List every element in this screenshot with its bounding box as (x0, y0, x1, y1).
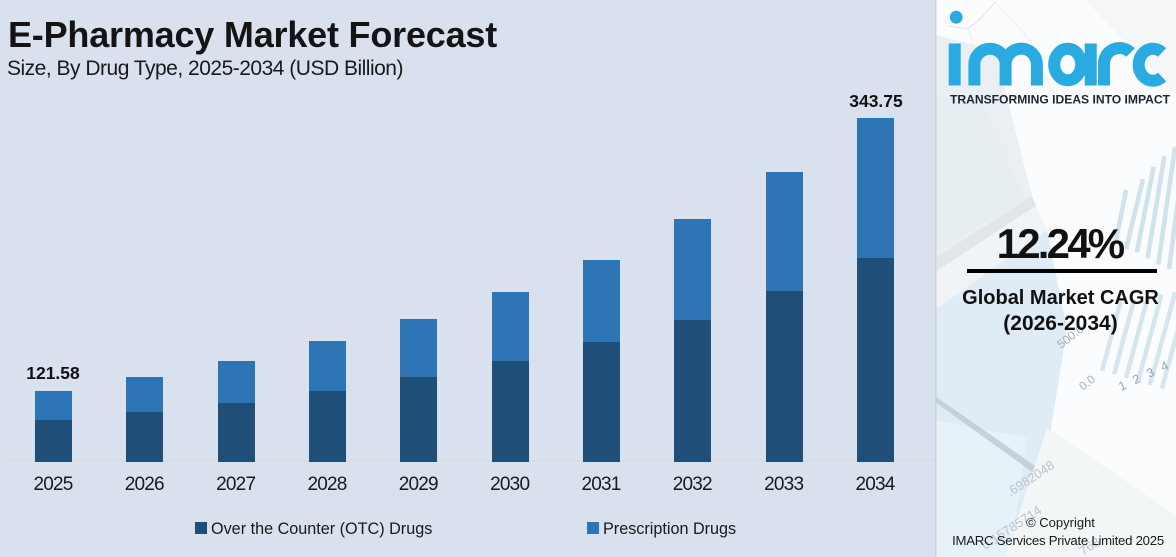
svg-text:TRANSFORMING IDEAS INTO IMPACT: TRANSFORMING IDEAS INTO IMPACT (950, 93, 1170, 107)
